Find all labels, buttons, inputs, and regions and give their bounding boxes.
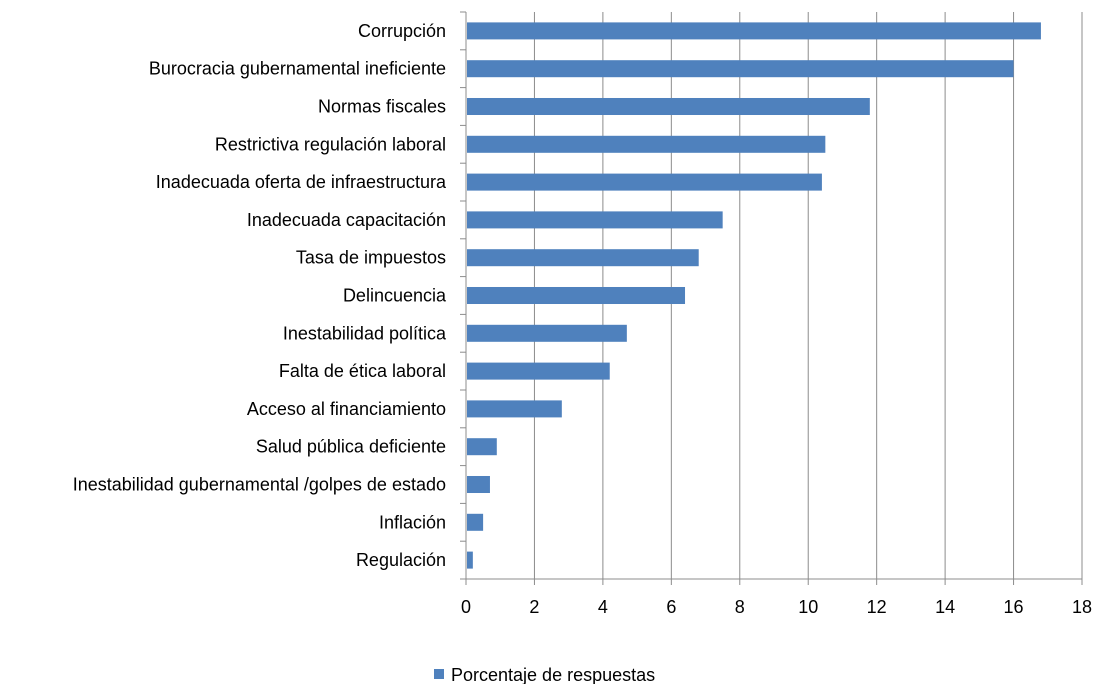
category-label: Inadecuada oferta de infraestructura: [156, 172, 447, 192]
x-tick-label: 16: [1004, 597, 1024, 617]
bar: [467, 135, 826, 153]
category-label: Corrupción: [358, 21, 446, 41]
category-labels: Corrupción Burocracia gubernamental inefi…: [73, 21, 447, 570]
bar: [467, 324, 627, 342]
legend-swatch: [434, 669, 444, 679]
x-tick-label: 14: [935, 597, 955, 617]
bar: [467, 513, 484, 531]
tick-labels: 0 2 4 6 8 10 12 14 16 18: [461, 597, 1092, 617]
bar: [467, 249, 699, 267]
bar: [467, 173, 822, 191]
bar: [467, 286, 686, 305]
x-tick-label: 18: [1072, 597, 1092, 617]
x-tick-label: 2: [529, 597, 539, 617]
bar: [467, 438, 497, 456]
category-label: Inestabilidad política: [283, 323, 447, 343]
x-tick-label: 4: [598, 597, 608, 617]
category-label: Delincuencia: [343, 286, 447, 306]
category-label: Salud pública deficiente: [256, 437, 446, 457]
bar: [467, 60, 1014, 78]
category-label: Normas fiscales: [318, 97, 446, 117]
category-label: Falta de ética laboral: [279, 361, 446, 381]
category-label: Regulación: [356, 550, 446, 570]
category-label: Inadecuada capacitación: [247, 210, 446, 230]
bar: [467, 22, 1041, 40]
bar: [467, 551, 473, 569]
x-tick-label: 6: [666, 597, 676, 617]
category-label: Burocracia gubernamental ineficiente: [149, 59, 446, 79]
category-label: Inestabilidad gubernamental /golpes de e…: [73, 475, 446, 495]
axes: [460, 11, 1083, 585]
bar: [467, 362, 610, 380]
x-tick-label: 12: [867, 597, 887, 617]
category-label: Acceso al financiamiento: [247, 399, 446, 419]
category-label: Tasa de impuestos: [296, 248, 446, 268]
category-label: Inflación: [379, 512, 446, 532]
legend-label: Porcentaje de respuestas: [451, 665, 655, 684]
bar: [467, 400, 562, 418]
bar: [467, 97, 870, 116]
category-label: Restrictiva regulación laboral: [215, 134, 446, 154]
bars: [467, 22, 1041, 569]
x-tick-label: 10: [798, 597, 818, 617]
bar: [467, 475, 490, 494]
x-tick-label: 0: [461, 597, 471, 617]
legend: Porcentaje de respuestas: [434, 665, 655, 685]
x-tick-label: 8: [735, 597, 745, 617]
bar: [467, 211, 723, 229]
